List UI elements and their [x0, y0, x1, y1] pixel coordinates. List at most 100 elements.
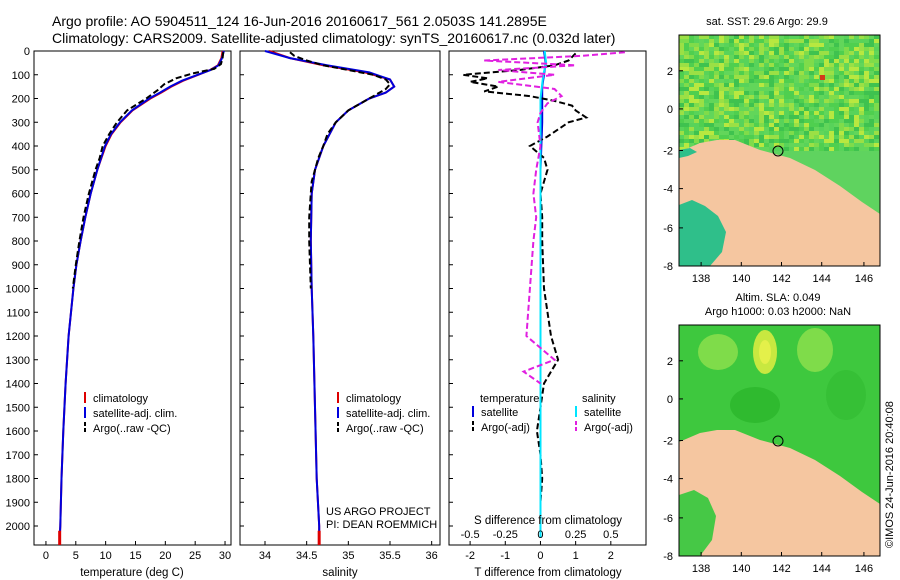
sst-pixel — [749, 63, 754, 67]
sst-pixel — [744, 123, 749, 127]
sst-pixel — [769, 35, 774, 39]
sst-pixel — [689, 127, 694, 131]
sst-pixel — [709, 67, 714, 71]
sst-pixel — [859, 59, 864, 63]
sst-pixel — [769, 51, 774, 55]
sst-pixel — [739, 115, 744, 119]
sst-pixel — [824, 131, 829, 135]
map-lat-tick-label: 2 — [667, 356, 673, 368]
sla-map-southern-sea — [679, 490, 716, 556]
sst-pixel — [869, 35, 874, 39]
sst-pixel — [689, 59, 694, 63]
sst-pixel — [789, 39, 794, 43]
sst-pixel — [839, 47, 844, 51]
sst-pixel — [824, 51, 829, 55]
sst-pixel — [684, 91, 689, 95]
sst-pixel — [844, 63, 849, 67]
sst-pixel — [764, 87, 769, 91]
sst-pixel — [874, 43, 879, 47]
sst-pixel — [819, 111, 824, 115]
sst-pixel — [869, 115, 874, 119]
sst-pixel — [794, 103, 799, 107]
sst-pixel — [809, 147, 814, 151]
sst-pixel — [699, 55, 704, 59]
sst-pixel — [799, 139, 804, 143]
sst-pixel — [694, 79, 699, 83]
sst-pixel — [679, 35, 684, 39]
sst-pixel — [834, 71, 839, 75]
sst-pixel — [684, 135, 689, 139]
sst-pixel — [759, 71, 764, 75]
sst-pixel — [809, 115, 814, 119]
map-lon-tick-label: 144 — [813, 563, 831, 575]
sst-pixel — [809, 95, 814, 99]
sst-pixel — [824, 75, 829, 79]
sst-pixel — [809, 71, 814, 75]
sst-pixel — [774, 43, 779, 47]
sst-pixel — [814, 131, 819, 135]
difference-legend: temperature salinity satellite Argo(-adj) sa… — [472, 393, 633, 434]
sst-pixel — [779, 111, 784, 115]
sst-pixel — [809, 51, 814, 55]
sst-pixel — [824, 99, 829, 103]
sst-pixel — [744, 63, 749, 67]
sst-pixel — [844, 75, 849, 79]
sst-pixel — [739, 43, 744, 47]
salinity-legend: climatology satellite-adj. clim. Argo(..ra… — [337, 392, 430, 435]
sst-pixel — [784, 51, 789, 55]
figure-title-line1: Argo profile: AO 5904511_124 16-Jun-2016… — [52, 13, 547, 29]
sst-pixel — [809, 103, 814, 107]
sst-pixel — [869, 127, 874, 131]
sst-pixel — [809, 35, 814, 39]
sst-pixel — [719, 55, 724, 59]
t-difference-tick-label: 0 — [537, 550, 543, 562]
sst-pixel — [709, 51, 714, 55]
sst-pixel — [824, 79, 829, 83]
sst-pixel — [719, 35, 724, 39]
sst-pixel — [789, 91, 794, 95]
sst-pixel — [859, 147, 864, 151]
sst-pixel — [864, 131, 869, 135]
sst-pixel — [729, 71, 734, 75]
map-lon-tick-label: 142 — [772, 563, 790, 575]
sst-pixel — [779, 75, 784, 79]
sst-pixel — [714, 87, 719, 91]
sst-pixel — [874, 123, 879, 127]
sst-pixel — [694, 43, 699, 47]
sst-pixel — [844, 111, 849, 115]
sst-pixel — [769, 79, 774, 83]
sst-pixel — [749, 35, 754, 39]
sst-pixel — [819, 123, 824, 127]
sst-pixel — [864, 47, 869, 51]
sst-pixel — [724, 55, 729, 59]
sst-pixel — [824, 95, 829, 99]
sst-pixel — [849, 131, 854, 135]
sst-pixel — [744, 51, 749, 55]
sst-pixel — [759, 75, 764, 79]
sst-pixel — [764, 35, 769, 39]
sst-pixel — [814, 119, 819, 123]
sst-pixel — [754, 51, 759, 55]
sst-pixel — [789, 43, 794, 47]
sst-pixel — [734, 51, 739, 55]
s-difference-tick-label: -0.5 — [461, 529, 480, 541]
sst-pixel — [874, 71, 879, 75]
sst-pixel — [784, 47, 789, 51]
sst-pixel — [794, 51, 799, 55]
sst-pixel — [859, 35, 864, 39]
legend-label: climatology — [346, 393, 402, 405]
sst-pixel — [739, 87, 744, 91]
sst-pixel — [729, 67, 734, 71]
temperature-tick-label: 20 — [159, 550, 171, 562]
sst-pixel — [739, 139, 744, 143]
sst-pixel — [679, 63, 684, 67]
sst-pixel — [774, 55, 779, 59]
sst-pixel — [814, 43, 819, 47]
sst-pixel — [814, 75, 819, 79]
sst-pixel — [759, 139, 764, 143]
sst-pixel — [779, 79, 784, 83]
depth-tick-label: 0 — [24, 46, 30, 58]
sst-pixel — [769, 135, 774, 139]
sst-pixel — [864, 103, 869, 107]
sst-pixel — [729, 47, 734, 51]
